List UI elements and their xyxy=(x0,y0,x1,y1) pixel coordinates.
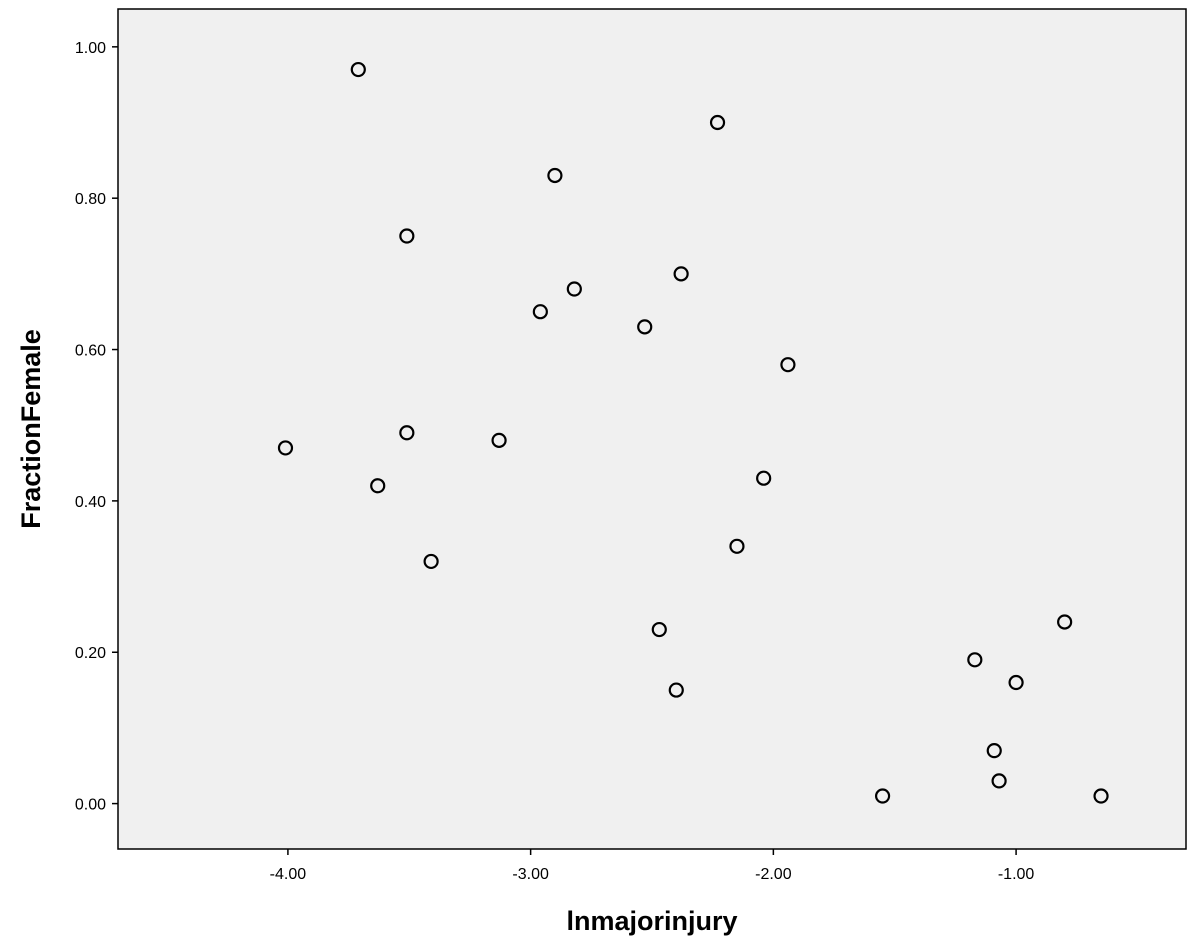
data-point xyxy=(566,281,582,297)
data-point xyxy=(399,425,415,441)
x-tick-label: -1.00 xyxy=(998,866,1035,883)
x-tick-label: -3.00 xyxy=(512,866,549,883)
data-point xyxy=(637,319,653,335)
data-point xyxy=(673,266,689,282)
data-point xyxy=(780,357,796,373)
data-point xyxy=(967,652,983,668)
y-tick-label: 0.00 xyxy=(75,797,106,814)
y-tick-label: 0.40 xyxy=(75,494,106,511)
data-point xyxy=(651,621,667,638)
x-tick-label: -4.00 xyxy=(270,866,307,883)
data-point xyxy=(668,682,684,698)
data-point xyxy=(1008,674,1024,691)
data-point xyxy=(532,304,548,320)
y-tick-label: 0.60 xyxy=(75,343,106,360)
y-axis: 0.00 0.20 0.40 0.60 0.80 1.00 xyxy=(75,40,118,814)
data-point xyxy=(729,538,745,554)
plot-area xyxy=(117,8,1187,850)
data-point xyxy=(1057,614,1073,630)
data-point xyxy=(399,228,415,244)
data-point xyxy=(370,478,386,494)
x-tick-label: -2.00 xyxy=(755,866,792,883)
data-point xyxy=(423,553,439,570)
x-axis-title: lnmajorinjury xyxy=(566,906,737,936)
y-tick-label: 0.20 xyxy=(75,645,106,662)
data-point xyxy=(709,114,726,131)
data-point xyxy=(874,788,891,804)
data-point xyxy=(350,61,366,78)
data-point xyxy=(491,432,507,448)
data-points xyxy=(277,61,1109,804)
data-point xyxy=(547,167,563,184)
data-point xyxy=(1093,788,1109,804)
data-point xyxy=(991,773,1007,789)
data-point xyxy=(277,440,294,456)
y-tick-label: 0.80 xyxy=(75,191,106,208)
y-axis-title: FractionFemale xyxy=(16,329,46,529)
data-point xyxy=(986,743,1002,759)
y-tick-label: 1.00 xyxy=(75,40,106,57)
x-axis: -4.00 -3.00 -2.00 -1.00 xyxy=(270,849,1035,883)
data-point xyxy=(756,470,772,486)
